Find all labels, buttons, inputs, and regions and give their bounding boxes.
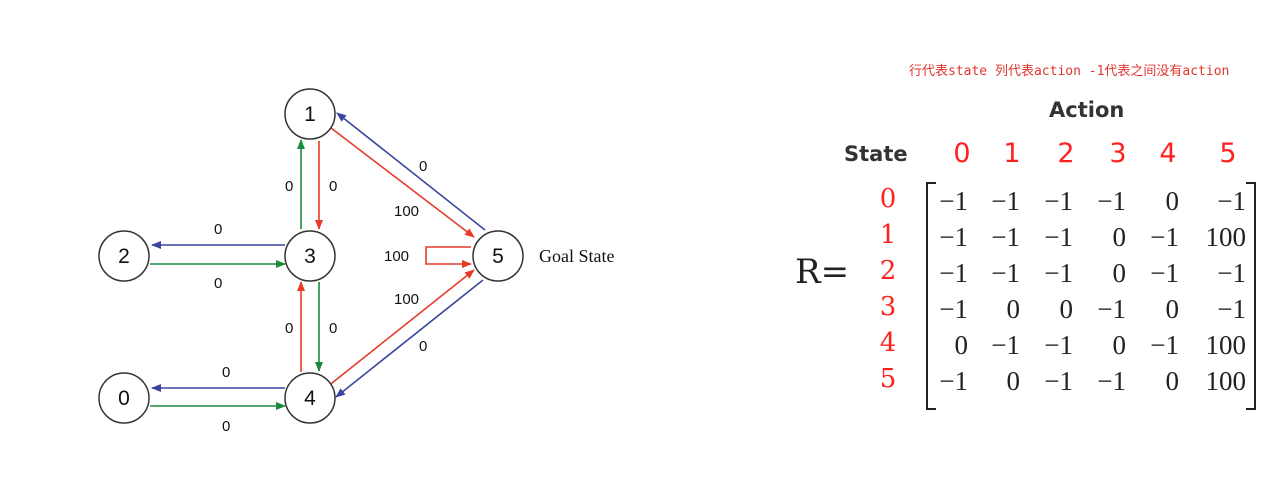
action-header-5: 5 [1219, 138, 1237, 169]
state-header-3: 3 [879, 292, 897, 322]
state-header-1: 1 [879, 220, 897, 250]
matrix-cell: −1 [939, 222, 968, 252]
action-header-0: 0 [953, 138, 971, 169]
matrix-cell: 0 [1006, 366, 1021, 396]
matrix-cell: −1 [991, 222, 1020, 252]
matrix-cell: −1 [1044, 186, 1073, 216]
reward-matrix-symbol: R= [795, 252, 850, 292]
matrix-cell: −1 [1150, 330, 1179, 360]
action-header-1: 1 [1003, 138, 1021, 169]
node-0: 0 [98, 372, 150, 424]
matrix-cell: 0 [1112, 222, 1127, 252]
node-3: 3 [284, 230, 336, 282]
action-header-4: 4 [1159, 138, 1177, 169]
matrix-cell: −1 [1150, 222, 1179, 252]
edge-5-self-loop [425, 246, 472, 268]
matrix-cell: −1 [1217, 258, 1246, 288]
node-label-1: 1 [304, 103, 316, 126]
matrix-cell: −1 [1217, 186, 1246, 216]
matrix-cell: 100 [1205, 366, 1247, 396]
edge-label-0-4: 0 [222, 418, 230, 435]
matrix-cell: 100 [1205, 330, 1247, 360]
edge-label-4-3: 0 [285, 320, 293, 337]
node-5: 5 [472, 230, 524, 282]
matrix-cell: 0 [1165, 366, 1180, 396]
matrix-cell: −1 [1097, 186, 1126, 216]
matrix-cell: 0 [1165, 294, 1180, 324]
matrix-cell: −1 [1044, 258, 1073, 288]
edge-label-4-0: 0 [222, 364, 230, 381]
edge-label-3-4: 0 [329, 320, 337, 337]
matrix-cell: 0 [1006, 294, 1021, 324]
edge-label-4-5: 100 [394, 291, 419, 308]
node-4: 4 [284, 372, 336, 424]
matrix-cell: 0 [1112, 258, 1127, 288]
matrix-cell: −1 [1097, 294, 1126, 324]
edge-label-2-3: 0 [214, 275, 222, 292]
state-header-0: 0 [879, 184, 897, 214]
matrix-cell: −1 [991, 330, 1020, 360]
action-header-3: 3 [1109, 138, 1127, 169]
edge-label-1-5: 100 [394, 203, 419, 220]
matrix-cell: −1 [1044, 222, 1073, 252]
node-label-2: 2 [118, 245, 130, 268]
matrix-cell: 100 [1205, 222, 1247, 252]
edge-label-3-2: 0 [214, 221, 222, 238]
matrix-cell: −1 [939, 186, 968, 216]
note-text: 行代表state 列代表action -1代表之间没有action [909, 64, 1230, 79]
matrix-cell: −1 [939, 294, 968, 324]
matrix-cell: −1 [939, 366, 968, 396]
state-header-4: 4 [879, 328, 897, 358]
node-label-5: 5 [492, 245, 504, 268]
edge-5-to-4 [335, 279, 484, 398]
action-axis-title: Action [1049, 98, 1125, 122]
matrix-left-bracket [926, 182, 936, 410]
matrix-cell: −1 [1217, 294, 1246, 324]
matrix-cell: −1 [1097, 366, 1126, 396]
node-label-4: 4 [304, 387, 316, 410]
edge-1-to-5 [330, 127, 475, 238]
goal-state-label: Goal State [539, 246, 614, 266]
edge-label-5-1: 0 [419, 158, 427, 175]
matrix-cell: 0 [1059, 294, 1074, 324]
matrix-cell: 0 [1165, 186, 1180, 216]
state-header-2: 2 [879, 256, 897, 286]
matrix-cell: 0 [954, 330, 969, 360]
state-axis-title: State [844, 142, 908, 166]
action-header-2: 2 [1057, 138, 1075, 169]
matrix-cell: −1 [991, 258, 1020, 288]
edge-label-5-4: 0 [419, 338, 427, 355]
matrix-cell: −1 [991, 186, 1020, 216]
edge-label-3-1: 0 [285, 178, 293, 195]
edge-label-5-5: 100 [384, 248, 409, 265]
edge-4-to-5 [326, 269, 475, 388]
matrix-cell: 0 [1112, 330, 1127, 360]
state-header-5: 5 [879, 364, 897, 394]
matrix-right-bracket [1246, 182, 1256, 410]
edge-label-1-3: 0 [329, 178, 337, 195]
node-2: 2 [98, 230, 150, 282]
node-1: 1 [284, 88, 336, 140]
node-label-3: 3 [304, 245, 316, 268]
matrix-cell: −1 [1044, 330, 1073, 360]
matrix-cell: −1 [1150, 258, 1179, 288]
edge-5-to-1 [336, 112, 486, 231]
matrix-cell: −1 [1044, 366, 1073, 396]
state-graph: 0 0 0 0 0 0 0 0 0 100 100 100 0 1 2 3 5 … [98, 88, 614, 435]
matrix-cell: −1 [939, 258, 968, 288]
node-label-0: 0 [118, 387, 130, 410]
